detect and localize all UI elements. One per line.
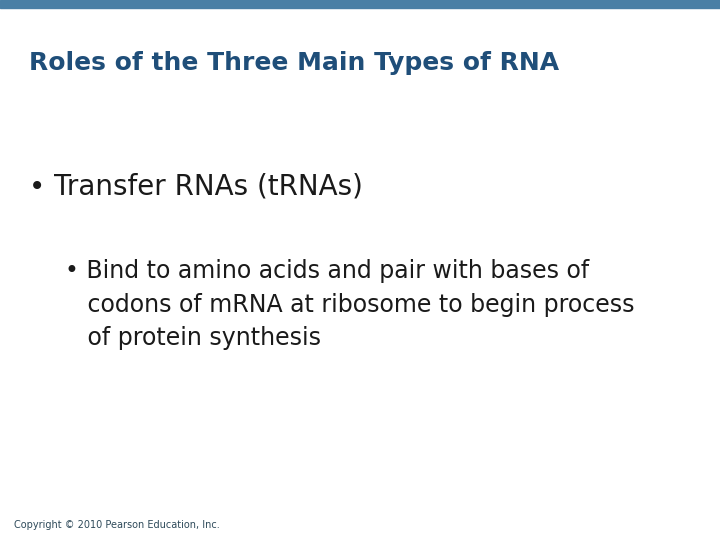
Text: • Transfer RNAs (tRNAs): • Transfer RNAs (tRNAs) (29, 173, 363, 201)
Text: Roles of the Three Main Types of RNA: Roles of the Three Main Types of RNA (29, 51, 559, 75)
Text: Copyright © 2010 Pearson Education, Inc.: Copyright © 2010 Pearson Education, Inc. (14, 520, 220, 530)
Text: • Bind to amino acids and pair with bases of
   codons of mRNA at ribosome to be: • Bind to amino acids and pair with base… (65, 259, 634, 350)
